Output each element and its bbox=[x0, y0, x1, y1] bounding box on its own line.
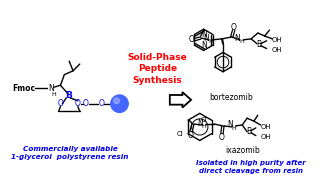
Text: N: N bbox=[48, 84, 54, 93]
Text: O: O bbox=[188, 35, 194, 44]
Circle shape bbox=[114, 98, 120, 104]
Text: OH: OH bbox=[271, 37, 282, 43]
Text: H: H bbox=[201, 124, 206, 129]
Text: Isolated in high purity after
direct cleavage from resin: Isolated in high purity after direct cle… bbox=[196, 160, 306, 174]
Text: N: N bbox=[227, 120, 233, 129]
Text: O: O bbox=[188, 131, 194, 140]
Text: H: H bbox=[51, 91, 56, 97]
Text: Cl: Cl bbox=[176, 131, 183, 137]
Text: N: N bbox=[201, 40, 206, 50]
Text: B: B bbox=[256, 40, 261, 49]
Text: ixazomib: ixazomib bbox=[225, 146, 260, 155]
Text: OH: OH bbox=[261, 134, 271, 140]
Text: O: O bbox=[231, 23, 237, 32]
Text: H: H bbox=[231, 126, 236, 131]
Text: H: H bbox=[208, 39, 213, 44]
Text: O: O bbox=[219, 133, 225, 142]
Text: OH: OH bbox=[261, 124, 271, 130]
FancyArrow shape bbox=[170, 92, 191, 108]
Text: O: O bbox=[98, 99, 104, 108]
Text: Cl: Cl bbox=[201, 117, 208, 123]
Text: O: O bbox=[57, 99, 63, 108]
Text: OH: OH bbox=[271, 46, 282, 53]
Text: N: N bbox=[204, 34, 210, 43]
Text: O: O bbox=[83, 99, 89, 108]
Text: Commercially available
1-glycerol  polystyrene resin: Commercially available 1-glycerol polyst… bbox=[11, 146, 129, 160]
Circle shape bbox=[111, 95, 128, 112]
Text: N: N bbox=[201, 30, 206, 39]
Text: Fmoc: Fmoc bbox=[12, 84, 35, 93]
Text: O: O bbox=[75, 99, 81, 108]
Text: B: B bbox=[65, 91, 72, 100]
Text: N: N bbox=[235, 34, 241, 43]
Text: H: H bbox=[239, 39, 244, 44]
Text: B: B bbox=[247, 127, 252, 136]
Text: Solid-Phase
Peptide
Synthesis: Solid-Phase Peptide Synthesis bbox=[127, 53, 187, 85]
Text: N: N bbox=[197, 119, 203, 128]
Text: bortezomib: bortezomib bbox=[209, 93, 253, 102]
